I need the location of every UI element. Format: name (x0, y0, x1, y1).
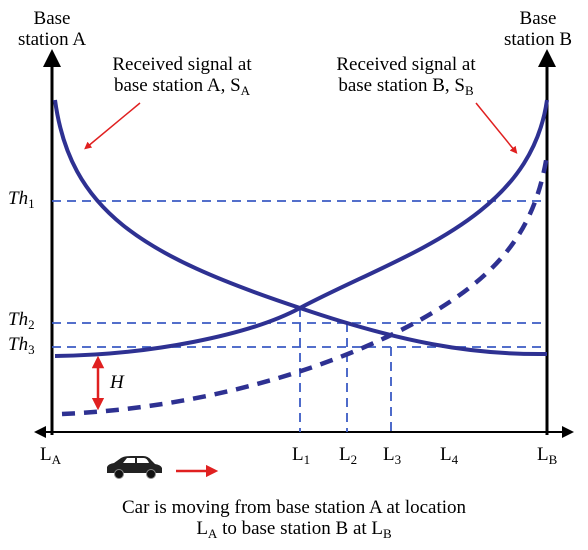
l3-sub: 3 (394, 452, 402, 467)
annotation-arrow-a (84, 102, 141, 150)
l3-main: L (383, 444, 395, 465)
base-station-b-line1: Base (519, 8, 557, 29)
lb-sub: B (548, 452, 558, 467)
annotation-signal-b: Received signal at base station B, SB (306, 54, 506, 98)
l1-sub: 1 (303, 452, 311, 467)
l1-main: L (292, 444, 304, 465)
l4-main: L (440, 444, 452, 465)
annotation-arrow-b (475, 102, 518, 154)
annotation-a-line2-text: base station A, S (113, 75, 241, 96)
signal-curve-sb (54, 99, 549, 358)
location-label-l3: L3 (383, 444, 402, 467)
car-icon (107, 456, 162, 479)
base-station-a-line1: Base (33, 8, 71, 29)
l2-main: L (339, 444, 351, 465)
annotation-signal-a: Received signal at base station A, SA (82, 54, 282, 98)
th2-main: Th (8, 309, 29, 330)
caption-line2: LA to base station B at LB (0, 518, 588, 541)
la-sub: A (51, 452, 61, 467)
lb-main: L (537, 444, 549, 465)
base-station-b-line2: station B (503, 29, 573, 50)
annotation-a-sub: A (240, 83, 251, 98)
annotation-b-sub: B (465, 83, 474, 98)
location-label-l2: L2 (339, 444, 358, 467)
caption-line2-sub-b: B (383, 526, 392, 541)
base-station-b-label: Base station B (488, 8, 588, 50)
l4-sub: 4 (451, 452, 459, 467)
annotation-a-line1: Received signal at (112, 54, 252, 75)
th1-main: Th (8, 188, 29, 209)
base-station-a-label: Base station A (2, 8, 102, 50)
location-label-lb: LB (537, 444, 558, 467)
annotation-b-line2: base station B, SB (306, 75, 506, 98)
th3-main: Th (8, 334, 29, 355)
location-label-l1: L1 (292, 444, 311, 467)
annotation-b-line1: Received signal at (336, 54, 476, 75)
threshold-label-th2: Th2 (8, 309, 35, 332)
caption-line2-sub-a: A (207, 526, 218, 541)
threshold-label-th3: Th3 (8, 334, 35, 357)
caption-line2-a: L (196, 518, 208, 539)
hysteresis-label: H (110, 372, 124, 393)
caption-line2-b: to base station B at L (217, 518, 384, 539)
th3-sub: 3 (28, 342, 35, 357)
th1-sub: 1 (28, 196, 35, 211)
threshold-label-th1: Th1 (8, 188, 35, 211)
signal-curve-sb-dashed (61, 154, 550, 417)
signal-curve-sa (53, 99, 548, 357)
location-label-l4: L4 (440, 444, 459, 467)
location-label-la: LA (40, 444, 61, 467)
annotation-a-line2: base station A, SA (82, 75, 282, 98)
th2-sub: 2 (28, 317, 35, 332)
l2-sub: 2 (350, 452, 358, 467)
caption-line1: Car is moving from base station A at loc… (121, 497, 467, 518)
annotation-b-line2-text: base station B, S (338, 75, 465, 96)
base-station-a-line2: station A (17, 29, 87, 50)
la-main: L (40, 444, 52, 465)
caption: Car is moving from base station A at loc… (0, 497, 588, 541)
